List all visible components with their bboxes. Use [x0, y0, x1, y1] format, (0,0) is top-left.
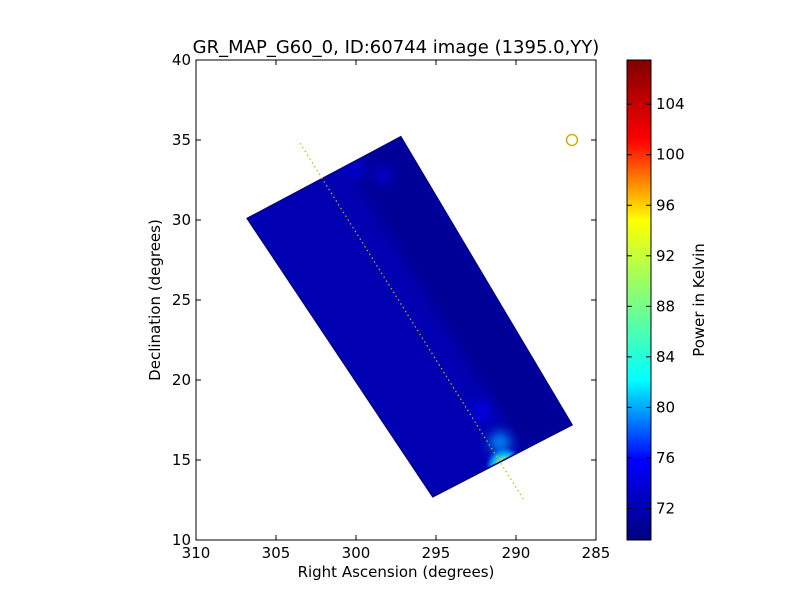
y-tick-label-25: 25 [172, 291, 191, 309]
y-tick-label-20: 20 [172, 371, 191, 389]
colorbar-tick-label-84: 84 [656, 348, 675, 366]
colorbar [626, 59, 652, 541]
colorbar-tick-label-100: 100 [656, 146, 685, 164]
x-tick-label-300: 300 [342, 544, 371, 562]
x-tick-label-295: 295 [422, 544, 451, 562]
x-axis-ticks: 310 305 300 295 290 285 [182, 60, 611, 562]
y-tick-label-40: 40 [172, 51, 191, 69]
x-tick-label-310: 310 [182, 544, 211, 562]
source-marker-circle [565, 133, 579, 147]
galactic-plane-line [299, 142, 525, 501]
hotspot-2 [470, 402, 491, 422]
x-axis-label: Right Ascension (degrees) [298, 563, 495, 581]
y-axis-ticks: 10 15 20 25 30 35 40 [172, 51, 596, 549]
colorbar-tick-label-96: 96 [656, 196, 675, 214]
y-tick-label-10: 10 [172, 531, 191, 549]
colorbar-tick-label-88: 88 [656, 297, 675, 315]
colorbar-tick-label-92: 92 [656, 247, 675, 265]
x-tick-label-285: 285 [582, 544, 611, 562]
colorbar-ticks: 72 76 80 84 88 92 96 100 104 [627, 95, 685, 517]
y-axis-label: Declination (degrees) [146, 219, 164, 381]
hotspot-1 [490, 432, 510, 453]
colorbar-tick-label-76: 76 [656, 449, 675, 467]
colorbar-tick-label-104: 104 [656, 95, 685, 113]
chart-title: GR_MAP_G60_0, ID:60744 image (1395.0,YY) [193, 37, 600, 58]
y-tick-label-30: 30 [172, 211, 191, 229]
x-tick-label-305: 305 [262, 544, 291, 562]
x-tick-label-290: 290 [502, 544, 531, 562]
y-tick-label-35: 35 [172, 131, 191, 149]
hotspot-4 [373, 165, 394, 186]
y-tick-label-15: 15 [172, 451, 191, 469]
colorbar-tick-label-80: 80 [656, 398, 675, 416]
map-region-edge [246, 135, 574, 498]
map-background [247, 136, 572, 497]
colorbar-tick-label-72: 72 [656, 499, 675, 517]
map-cold-band [347, 136, 572, 450]
colorbar-label: Power in Kelvin [690, 243, 708, 357]
